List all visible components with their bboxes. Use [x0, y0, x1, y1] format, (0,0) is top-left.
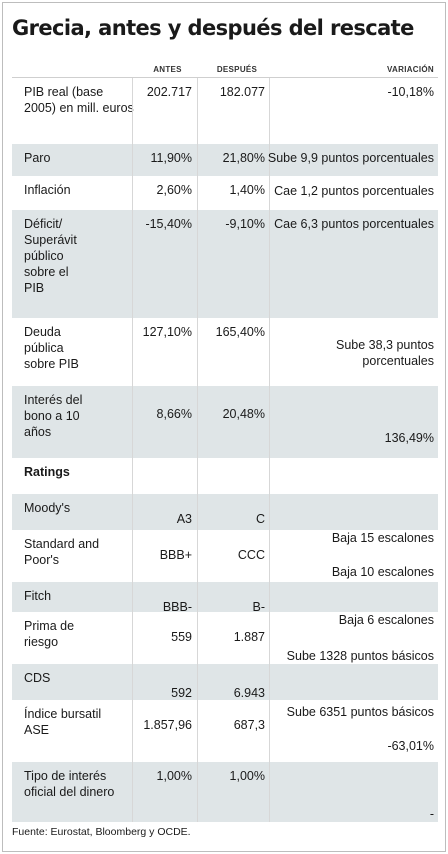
table-row: Standard and Poor's BBB+ CCC Baja 15 escalo… [12, 530, 438, 582]
table-row: CDS 592 6.943 [12, 664, 438, 700]
variacion-text-secondary: Sube 1328 puntos básicos [286, 649, 434, 663]
cell-variacion: Baja 15 escalones Baja 10 escalones [269, 530, 438, 582]
table-header: ANTES DESPUÉS VARIACIÓN [12, 62, 438, 78]
cell-despues: 687,3 [197, 700, 269, 762]
cell-variacion [269, 494, 438, 530]
table-row: Prima de riesgo 559 1.887 Baja 6 escalones S… [12, 612, 438, 664]
variacion-text: -10,18% [387, 85, 434, 99]
variacion-text: Cae 6,3 puntos porcentuales [274, 217, 434, 231]
row-label: Standard and Poor's [24, 537, 100, 567]
cell-antes: 592 [132, 664, 197, 700]
cell-antes: 2,60% [132, 176, 197, 210]
cell-variacion [269, 664, 438, 700]
cell-variacion [269, 582, 438, 612]
cell-antes: A3 [132, 494, 197, 530]
row-label: Paro [24, 151, 51, 165]
cell-antes: 202.717 [132, 78, 197, 144]
row-label: Índice bursatil ASE [24, 707, 102, 737]
row-label: Ratings [24, 465, 70, 479]
cell-antes: BBB- [132, 582, 197, 614]
cell-variacion: Baja 6 escalones Sube 1328 puntos básicos [269, 612, 438, 664]
cell-variacion: Sube 38,3 puntos porcentuales [269, 318, 438, 386]
variacion-text: Cae 1,2 puntos porcentuales [274, 184, 434, 198]
variacion-text: Baja 6 escalones [338, 613, 434, 627]
cell-antes: 8,66% [132, 386, 197, 458]
cell-despues: 1,00% [197, 762, 269, 822]
table-row: Deuda pública sobre PIB 127,10% 165,40% Sub… [12, 318, 438, 386]
table-row: Moody's A3 C [12, 494, 438, 530]
variacion-text: Baja 15 escalones [331, 531, 434, 545]
variacion-text-secondary: -63,01% [387, 739, 434, 753]
variacion-text: Sube 6351 puntos básicos [286, 705, 434, 719]
row-label: PIB real (base 2005) en mill. euros [24, 85, 134, 115]
cell-despues: B- [197, 582, 269, 614]
table-row: Inflación 2,60% 1,40% Cae 1,2 puntos porcen… [12, 176, 438, 210]
comparison-table: ANTES DESPUÉS VARIACIÓN PIB real (base 2… [12, 62, 438, 822]
table-row: Paro 11,90% 21,80% Sube 9,9 puntos porcentu… [12, 144, 438, 176]
cell-despues: 20,48% [197, 386, 269, 458]
cell-despues: 1,40% [197, 176, 269, 210]
row-label: Deuda pública sobre PIB [24, 325, 79, 371]
cell-despues: 21,80% [197, 144, 269, 176]
table-row: Índice bursatil ASE 1.857,96 687,3 Sube 635… [12, 700, 438, 762]
cell-variacion: 136,49% [269, 386, 438, 458]
variacion-text: 136,49% [384, 431, 434, 445]
cell-despues: 182.077 [197, 78, 269, 144]
cell-despues: C [197, 494, 269, 530]
row-label: Prima de riesgo [24, 619, 75, 649]
cell-variacion [269, 458, 438, 494]
row-label: Inflación [24, 183, 71, 197]
cell-despues: -9,10% [197, 210, 269, 318]
page-title: Grecia, antes y después del rescate [12, 16, 414, 40]
table-row: PIB real (base 2005) en mill. euros 202.7… [12, 78, 438, 144]
header-despues: DESPUÉS [216, 65, 258, 74]
cell-despues: 1.887 [197, 612, 269, 664]
cell-antes: -15,40% [132, 210, 197, 318]
row-label: Moody's [24, 501, 71, 515]
header-variacion: VARIACIÓN [387, 65, 434, 74]
cell-variacion: - [269, 762, 438, 822]
cell-despues: 6.943 [197, 664, 269, 700]
cell-variacion: Cae 1,2 puntos porcentuales [269, 176, 438, 210]
cell-variacion: -10,18% [269, 78, 438, 144]
table-row: Interés del bono a 10 años 8,66% 20,48% 136… [12, 386, 438, 458]
row-label: Fitch [24, 589, 52, 603]
cell-antes [132, 458, 197, 494]
cell-antes: 1.857,96 [132, 700, 197, 762]
variacion-text-secondary: Baja 10 escalones [331, 565, 434, 579]
source-note: Fuente: Eurostat, Bloomberg y OCDE. [12, 826, 191, 838]
cell-despues [197, 458, 269, 494]
row-label: Déficit/ Superávit público sobre el PIB [24, 217, 77, 295]
cell-antes: 559 [132, 612, 197, 664]
table-row: Tipo de interés oficial del dinero 1,00% 1… [12, 762, 438, 822]
cell-antes: BBB+ [132, 530, 197, 582]
variacion-text: Sube 9,9 puntos porcentuales [267, 151, 434, 165]
cell-variacion: Sube 9,9 puntos porcentuales [267, 144, 438, 176]
cell-antes: 11,90% [132, 144, 197, 176]
cell-despues: 165,40% [197, 318, 269, 386]
cell-antes: 127,10% [132, 318, 197, 386]
cell-variacion: Sube 6351 puntos básicos -63,01% [269, 700, 438, 762]
row-label: Tipo de interés oficial del dinero [24, 769, 115, 799]
row-label: Interés del bono a 10 años [24, 393, 83, 439]
table-body: PIB real (base 2005) en mill. euros 202.7… [12, 78, 438, 822]
cell-despues: CCC [197, 530, 269, 582]
variacion-text: - [429, 807, 434, 821]
table-row: Fitch BBB- B- [12, 582, 438, 614]
table-row: Ratings [12, 458, 438, 494]
table-row: Déficit/ Superávit público sobre el PIB -… [12, 210, 438, 318]
variacion-text: Sube 38,3 puntos porcentuales [336, 338, 434, 368]
cell-variacion: Cae 6,3 puntos porcentuales [269, 210, 438, 318]
row-label: CDS [24, 671, 51, 685]
header-antes: ANTES [153, 65, 182, 74]
cell-antes: 1,00% [132, 762, 197, 822]
